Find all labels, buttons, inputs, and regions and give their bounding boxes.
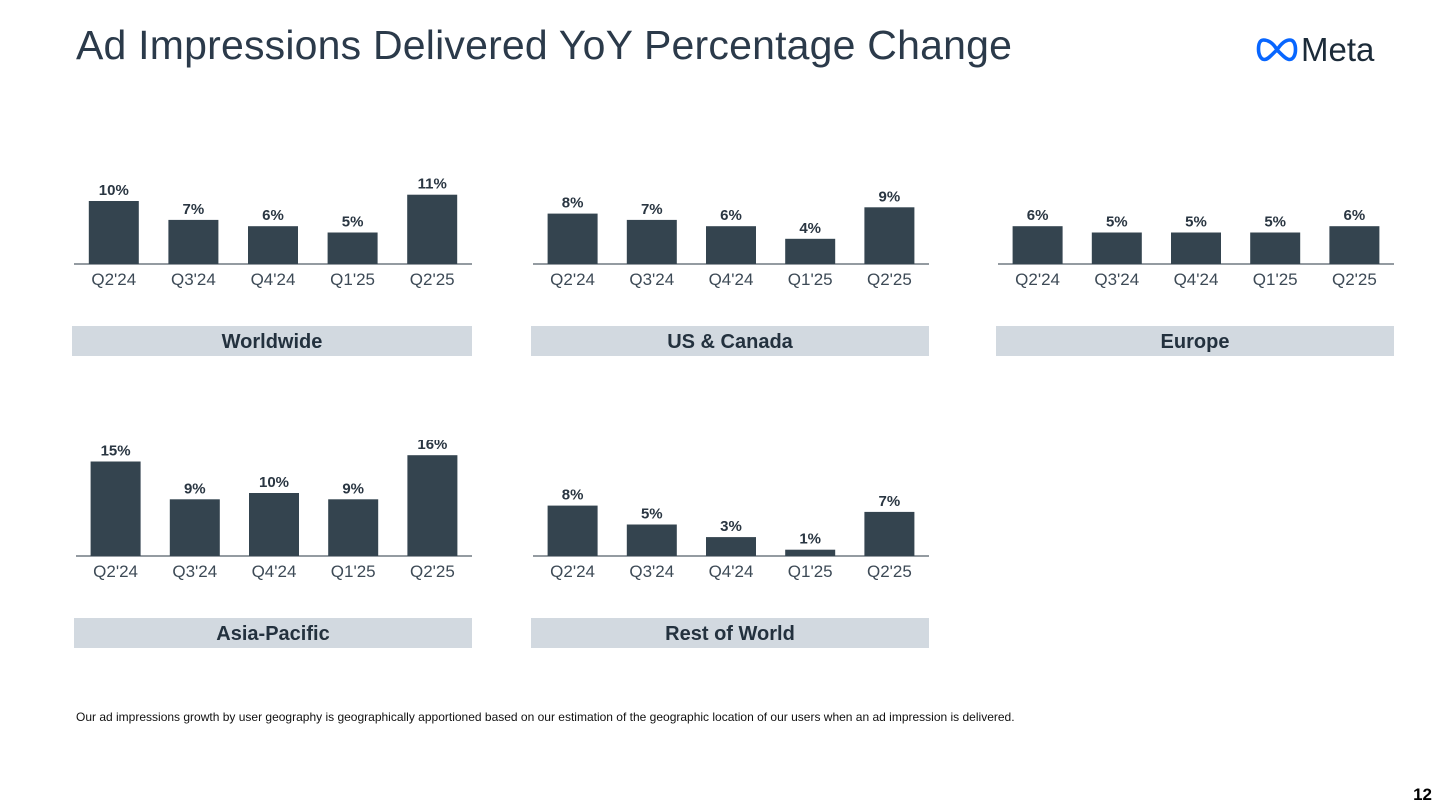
tick-label: Q1'25 [788,562,833,581]
region-label-band [72,326,472,356]
bar-q125 [327,232,378,264]
tick-label: Q4'24 [709,270,754,289]
chart-title: Asia-Pacific [216,623,329,645]
data-label: 4% [799,220,821,237]
chart-title: Rest of World [665,623,795,645]
tick-label: Q4'24 [251,270,296,289]
tick-label: Q1'25 [330,270,375,289]
bar-q125 [1250,232,1301,264]
bar-q225 [407,455,458,556]
region-label-band [74,618,472,648]
tick-label: Q3'24 [171,270,216,289]
tick-label: Q3'24 [172,562,217,581]
bar-q225 [864,511,915,556]
data-label: 7% [641,201,663,218]
bar-q125 [328,499,379,556]
bar-q224 [547,505,598,556]
tick-label: Q2'25 [867,562,912,581]
tick-label: Q2'25 [410,270,455,289]
bar-q324 [626,524,677,556]
data-label: 11% [418,176,447,193]
tick-label: Q3'24 [1094,270,1139,289]
bar-q224 [88,201,139,264]
logo-wordmark: Meta [1301,31,1375,68]
chart-title: Europe [1161,331,1230,353]
data-label: 5% [342,214,364,231]
data-label: 10% [99,182,129,199]
data-label: 15% [101,443,131,460]
chart-us-canada: 8% Q2'24 7% Q3'24 6% Q4'24 4% Q1'25 9% Q2'25 US & … [529,150,931,360]
data-label: 7% [183,201,205,218]
tick-label: Q1'25 [788,270,833,289]
data-label: 6% [262,207,284,224]
bar-q224 [90,461,141,556]
data-label: 5% [1185,214,1207,231]
bar-q324 [1091,232,1142,264]
data-label: 6% [1027,207,1049,224]
data-label: 5% [641,506,663,523]
tick-label: Q2'24 [91,270,136,289]
tick-label: Q2'24 [93,562,138,581]
tick-label: Q2'25 [410,562,455,581]
data-label: 7% [879,493,901,510]
bar-q225 [407,194,458,264]
tick-label: Q2'25 [1332,270,1377,289]
chart-worldwide: 10% Q2'24 7% Q3'24 6% Q4'24 5% Q1'25 11% Q2'25 Wor… [70,150,474,360]
meta-logo: Meta [1256,30,1374,70]
region-label-band [531,618,929,648]
bar-q125 [785,549,836,556]
tick-label: Q4'24 [709,562,754,581]
bar-q324 [169,499,220,556]
data-label: 9% [184,480,206,497]
page-title: Ad Impressions Delivered YoY Percentage … [76,22,1013,68]
data-label: 6% [1344,207,1366,224]
bar-q424 [706,537,756,556]
tick-label: Q3'24 [629,562,674,581]
chart-europe: 6% Q2'24 5% Q3'24 5% Q4'24 5% Q1'25 6% Q2'25 Europ… [994,150,1396,360]
data-label: 8% [562,195,584,212]
data-label: 3% [720,518,742,535]
tick-label: Q1'25 [1253,270,1298,289]
data-label: 10% [259,474,289,491]
tick-label: Q2'24 [550,270,595,289]
bar-q225 [864,207,915,264]
tick-label: Q4'24 [252,562,297,581]
chart-title: US & Canada [667,331,793,353]
tick-label: Q1'25 [331,562,376,581]
bar-q224 [547,213,598,264]
bar-q125 [785,238,836,264]
data-label: 5% [1264,214,1286,231]
bar-q424 [249,493,299,556]
tick-label: Q2'25 [867,270,912,289]
page-number: 12 [1413,785,1432,804]
chart-title: Worldwide [222,331,323,353]
chart-rest-of-world: 8% Q2'24 5% Q3'24 3% Q4'24 1% Q1'25 7% Q2'25 Rest … [529,440,931,652]
bar-q424 [706,226,756,264]
region-label-band [996,326,1394,356]
tick-label: Q2'24 [1015,270,1060,289]
bar-q224 [1012,226,1063,264]
bar-q424 [248,226,298,264]
tick-label: Q4'24 [1174,270,1219,289]
bar-q324 [626,219,677,264]
meta-infinity-icon [1256,38,1298,62]
tick-label: Q2'24 [550,562,595,581]
data-label: 16% [417,440,447,453]
region-label-band [531,326,929,356]
data-label: 9% [879,188,901,205]
data-label: 9% [342,480,364,497]
footnote: Our ad impressions growth by user geogra… [76,710,1015,724]
bar-q225 [1329,226,1380,264]
data-label: 8% [562,487,584,504]
data-label: 6% [720,207,742,224]
data-label: 1% [799,531,821,548]
bar-q424 [1171,232,1221,264]
chart-asia-pacific: 15% Q2'24 9% Q3'24 10% Q4'24 9% Q1'25 16% Q2'25 As… [72,440,474,652]
data-label: 5% [1106,214,1128,231]
tick-label: Q3'24 [629,270,674,289]
bar-q324 [168,219,219,264]
